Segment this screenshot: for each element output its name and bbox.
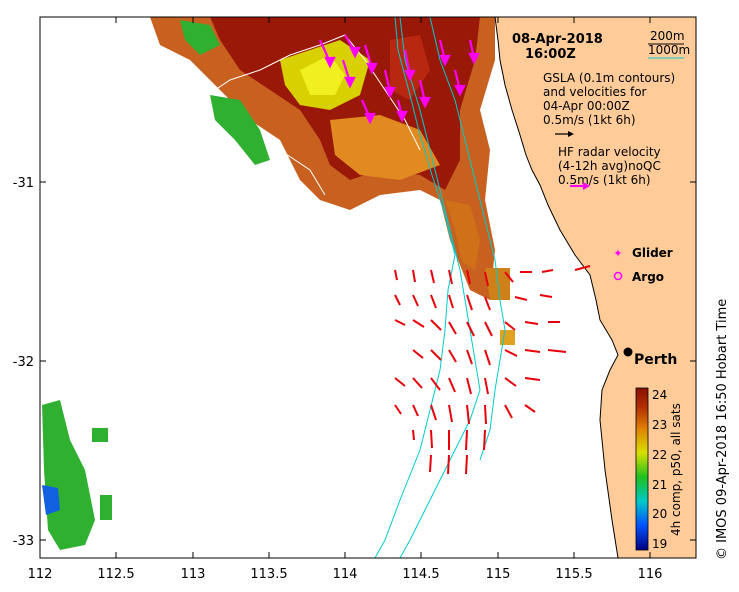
x-tick-label: 114.5 — [402, 567, 439, 582]
x-tick-label: 112 — [28, 567, 53, 582]
argo-label: Argo — [632, 270, 664, 284]
colorbar-tick: 24 — [652, 388, 667, 402]
x-tick-label: 113 — [181, 567, 206, 582]
y-tick-labels: -31 -32 -33 — [13, 176, 34, 549]
gsla-line-1: GSLA (0.1m contours) — [543, 71, 675, 85]
city-label: Perth — [634, 352, 677, 368]
x-tick-labels: 112 112.5 113 113.5 114 114.5 115 115.5 … — [28, 567, 663, 582]
hf-radar-arrows — [394, 265, 591, 475]
sst-field — [42, 17, 515, 550]
isobath-200-label: 200m — [650, 29, 685, 43]
hf-note: HF radar velocity (4-12h avg)noQC 0.5m/s… — [558, 145, 661, 190]
y-tick-label: -31 — [13, 176, 34, 191]
glider-label: Glider — [632, 246, 673, 260]
colorbar-tick: 21 — [652, 478, 667, 492]
x-tick-label: 112.5 — [97, 567, 134, 582]
marker-legend: ✦ Glider Argo — [613, 246, 672, 284]
x-tick-label: 115 — [486, 567, 511, 582]
gsla-contour — [199, 34, 421, 196]
y-tick-label: -32 — [13, 355, 34, 370]
gsla-velocity-arrows — [318, 34, 480, 125]
x-tick-label: 114 — [333, 567, 358, 582]
colorbar-title: 4h comp, p50, all sats — [669, 403, 683, 536]
y-axis — [40, 181, 696, 541]
isobath-contours — [374, 17, 506, 558]
gsla-line-2: and velocities for — [543, 85, 647, 99]
gsla-line-4: 0.5m/s (1kt 6h) — [543, 113, 636, 127]
gsla-note: GSLA (0.1m contours) and velocities for … — [543, 71, 675, 137]
hf-line-3: 0.5m/s (1kt 6h) — [558, 173, 651, 187]
colorbar-gradient — [635, 387, 649, 551]
colorbar: 19 20 21 22 23 24 4h comp, p50, all sats — [635, 387, 683, 551]
city-marker-icon — [623, 347, 633, 357]
x-tick-label: 115.5 — [555, 567, 592, 582]
colorbar-tick: 19 — [652, 537, 667, 551]
glider-icon: ✦ — [613, 247, 622, 260]
colorbar-tick: 20 — [652, 507, 667, 521]
map-date: 08-Apr-2018 — [512, 32, 603, 47]
x-tick-label: 113.5 — [250, 567, 287, 582]
isobath-1000-label: 1000m — [648, 43, 690, 57]
depth-legend: 200m 1000m — [648, 29, 690, 59]
hf-line-2: (4-12h avg)noQC — [558, 159, 661, 173]
hf-line-1: HF radar velocity — [558, 145, 661, 159]
colorbar-tick: 23 — [652, 418, 667, 432]
x-tick-label: 116 — [638, 567, 663, 582]
argo-icon — [613, 271, 623, 281]
map-time: 16:00Z — [525, 47, 576, 62]
plot-frame — [39, 16, 697, 559]
gsla-line-3: 04-Apr 00:00Z — [543, 99, 630, 113]
x-axis — [39, 17, 651, 558]
y-tick-label: -33 — [13, 534, 34, 549]
colorbar-tick: 22 — [652, 448, 667, 462]
imos-credit: © IMOS 09-Apr-2018 16:50 Hobart Time — [715, 299, 730, 560]
